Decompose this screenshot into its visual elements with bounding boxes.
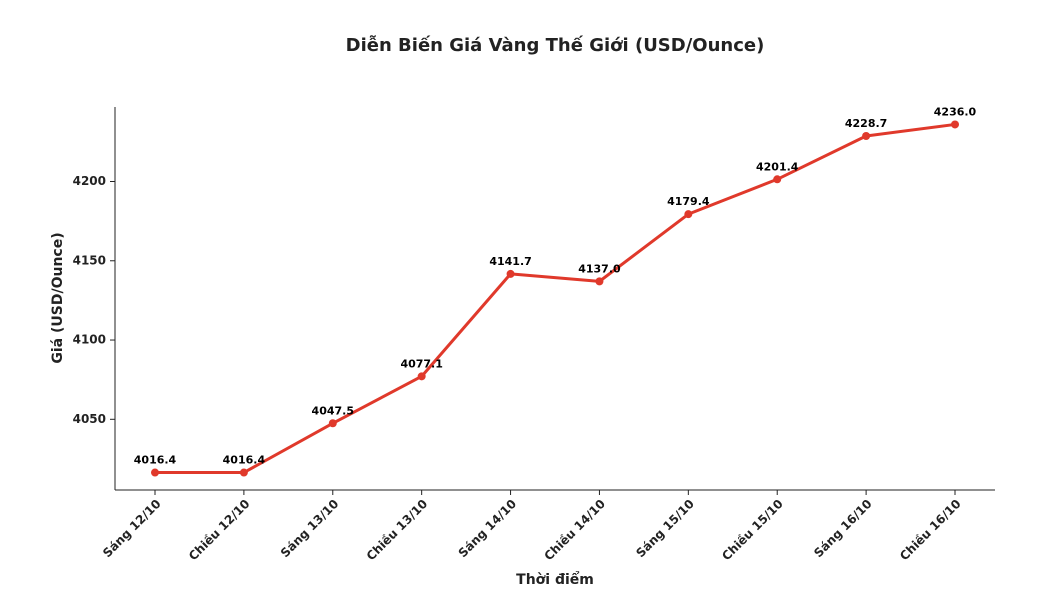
y-axis-label: Giá (USD/Ounce) — [50, 232, 66, 363]
x-tick-label: Sáng 16/10 — [811, 497, 875, 561]
x-tick-label: Chiều 16/10 — [897, 497, 964, 564]
x-axis-label: Thời điểm — [516, 571, 594, 588]
point — [239, 468, 248, 477]
data-label: 4016.4 — [134, 454, 177, 467]
line — [155, 122, 956, 475]
data-label: 4236.0 — [934, 105, 977, 118]
point — [684, 210, 693, 219]
point — [328, 419, 337, 428]
data-label: 4137.0 — [578, 262, 621, 275]
data-label: 4179.4 — [667, 195, 710, 208]
y-tick-label: 4150 — [73, 253, 106, 267]
x-tick-label: Chiều 12/10 — [186, 497, 253, 564]
point — [862, 132, 871, 141]
data-label: 4016.4 — [223, 454, 266, 467]
x-tick-label: Sáng 13/10 — [278, 497, 342, 561]
x-tick-label: Chiều 14/10 — [541, 497, 608, 564]
point — [151, 468, 159, 477]
point — [595, 277, 604, 286]
point — [773, 175, 782, 184]
data-label: 4141.7 — [489, 255, 531, 268]
data-label: 4077.1 — [400, 357, 442, 370]
data-label: 4047.5 — [312, 404, 354, 417]
y-tick-label: 4050 — [73, 412, 106, 426]
x-tick-label: Sáng 12/10 — [100, 497, 164, 561]
point — [951, 120, 959, 129]
x-tick-label: Sáng 15/10 — [633, 497, 697, 561]
point — [506, 269, 515, 278]
point — [417, 372, 426, 381]
x-tick-label: Chiều 13/10 — [364, 497, 431, 564]
y-tick-label: 4200 — [73, 174, 106, 188]
x-tick-label: Chiều 15/10 — [719, 497, 786, 564]
data-label: 4228.7 — [845, 117, 887, 130]
data-label: 4201.4 — [756, 160, 799, 173]
chart-title: Diễn Biến Giá Vàng Thế Giới (USD/Ounce) — [346, 34, 765, 56]
y-tick-label: 4100 — [73, 333, 106, 347]
x-tick-label: Sáng 14/10 — [456, 497, 520, 561]
